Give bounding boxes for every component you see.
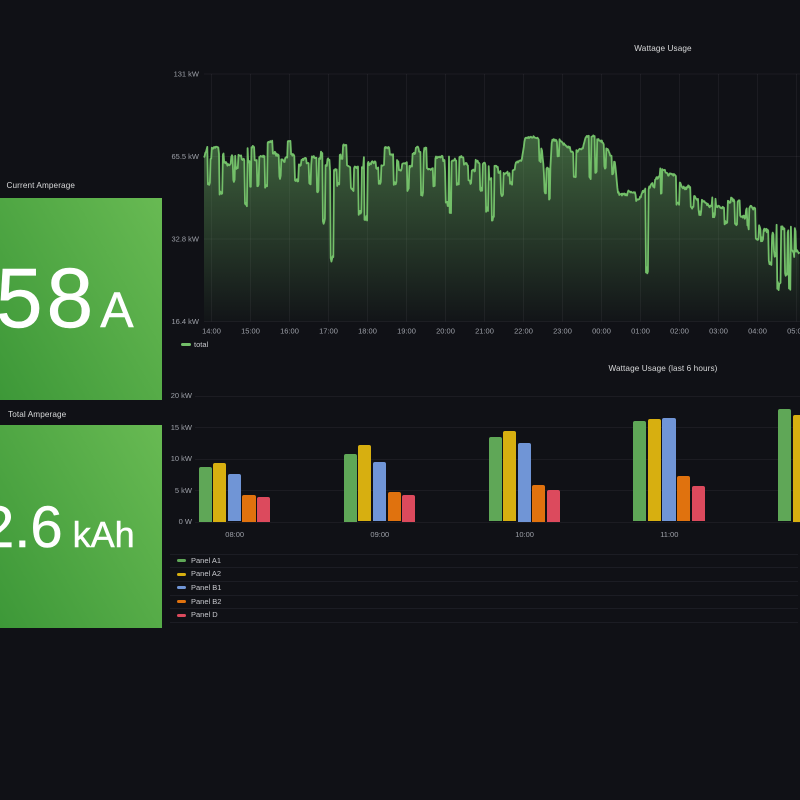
svg-text:17:00: 17:00 bbox=[319, 327, 338, 336]
svg-text:05:00: 05:00 bbox=[787, 327, 800, 336]
svg-text:32.8 kW: 32.8 kW bbox=[171, 235, 199, 244]
svg-text:03:00: 03:00 bbox=[709, 327, 728, 336]
svg-text:01:00: 01:00 bbox=[631, 327, 650, 336]
svg-text:65.5 kW: 65.5 kW bbox=[171, 152, 199, 161]
svg-text:18:00: 18:00 bbox=[358, 327, 377, 336]
svg-text:19:00: 19:00 bbox=[397, 327, 416, 336]
svg-text:20:00: 20:00 bbox=[436, 327, 455, 336]
svg-text:131 kW: 131 kW bbox=[174, 70, 200, 79]
svg-text:16:00: 16:00 bbox=[280, 327, 299, 336]
svg-text:00:00: 00:00 bbox=[592, 327, 611, 336]
svg-text:23:00: 23:00 bbox=[553, 327, 572, 336]
svg-text:16.4 kW: 16.4 kW bbox=[171, 317, 199, 326]
svg-text:04:00: 04:00 bbox=[748, 327, 767, 336]
svg-text:21:00: 21:00 bbox=[475, 327, 494, 336]
svg-text:02:00: 02:00 bbox=[670, 327, 689, 336]
svg-text:14:00: 14:00 bbox=[202, 327, 221, 336]
svg-text:22:00: 22:00 bbox=[514, 327, 533, 336]
svg-text:15:00: 15:00 bbox=[241, 327, 260, 336]
